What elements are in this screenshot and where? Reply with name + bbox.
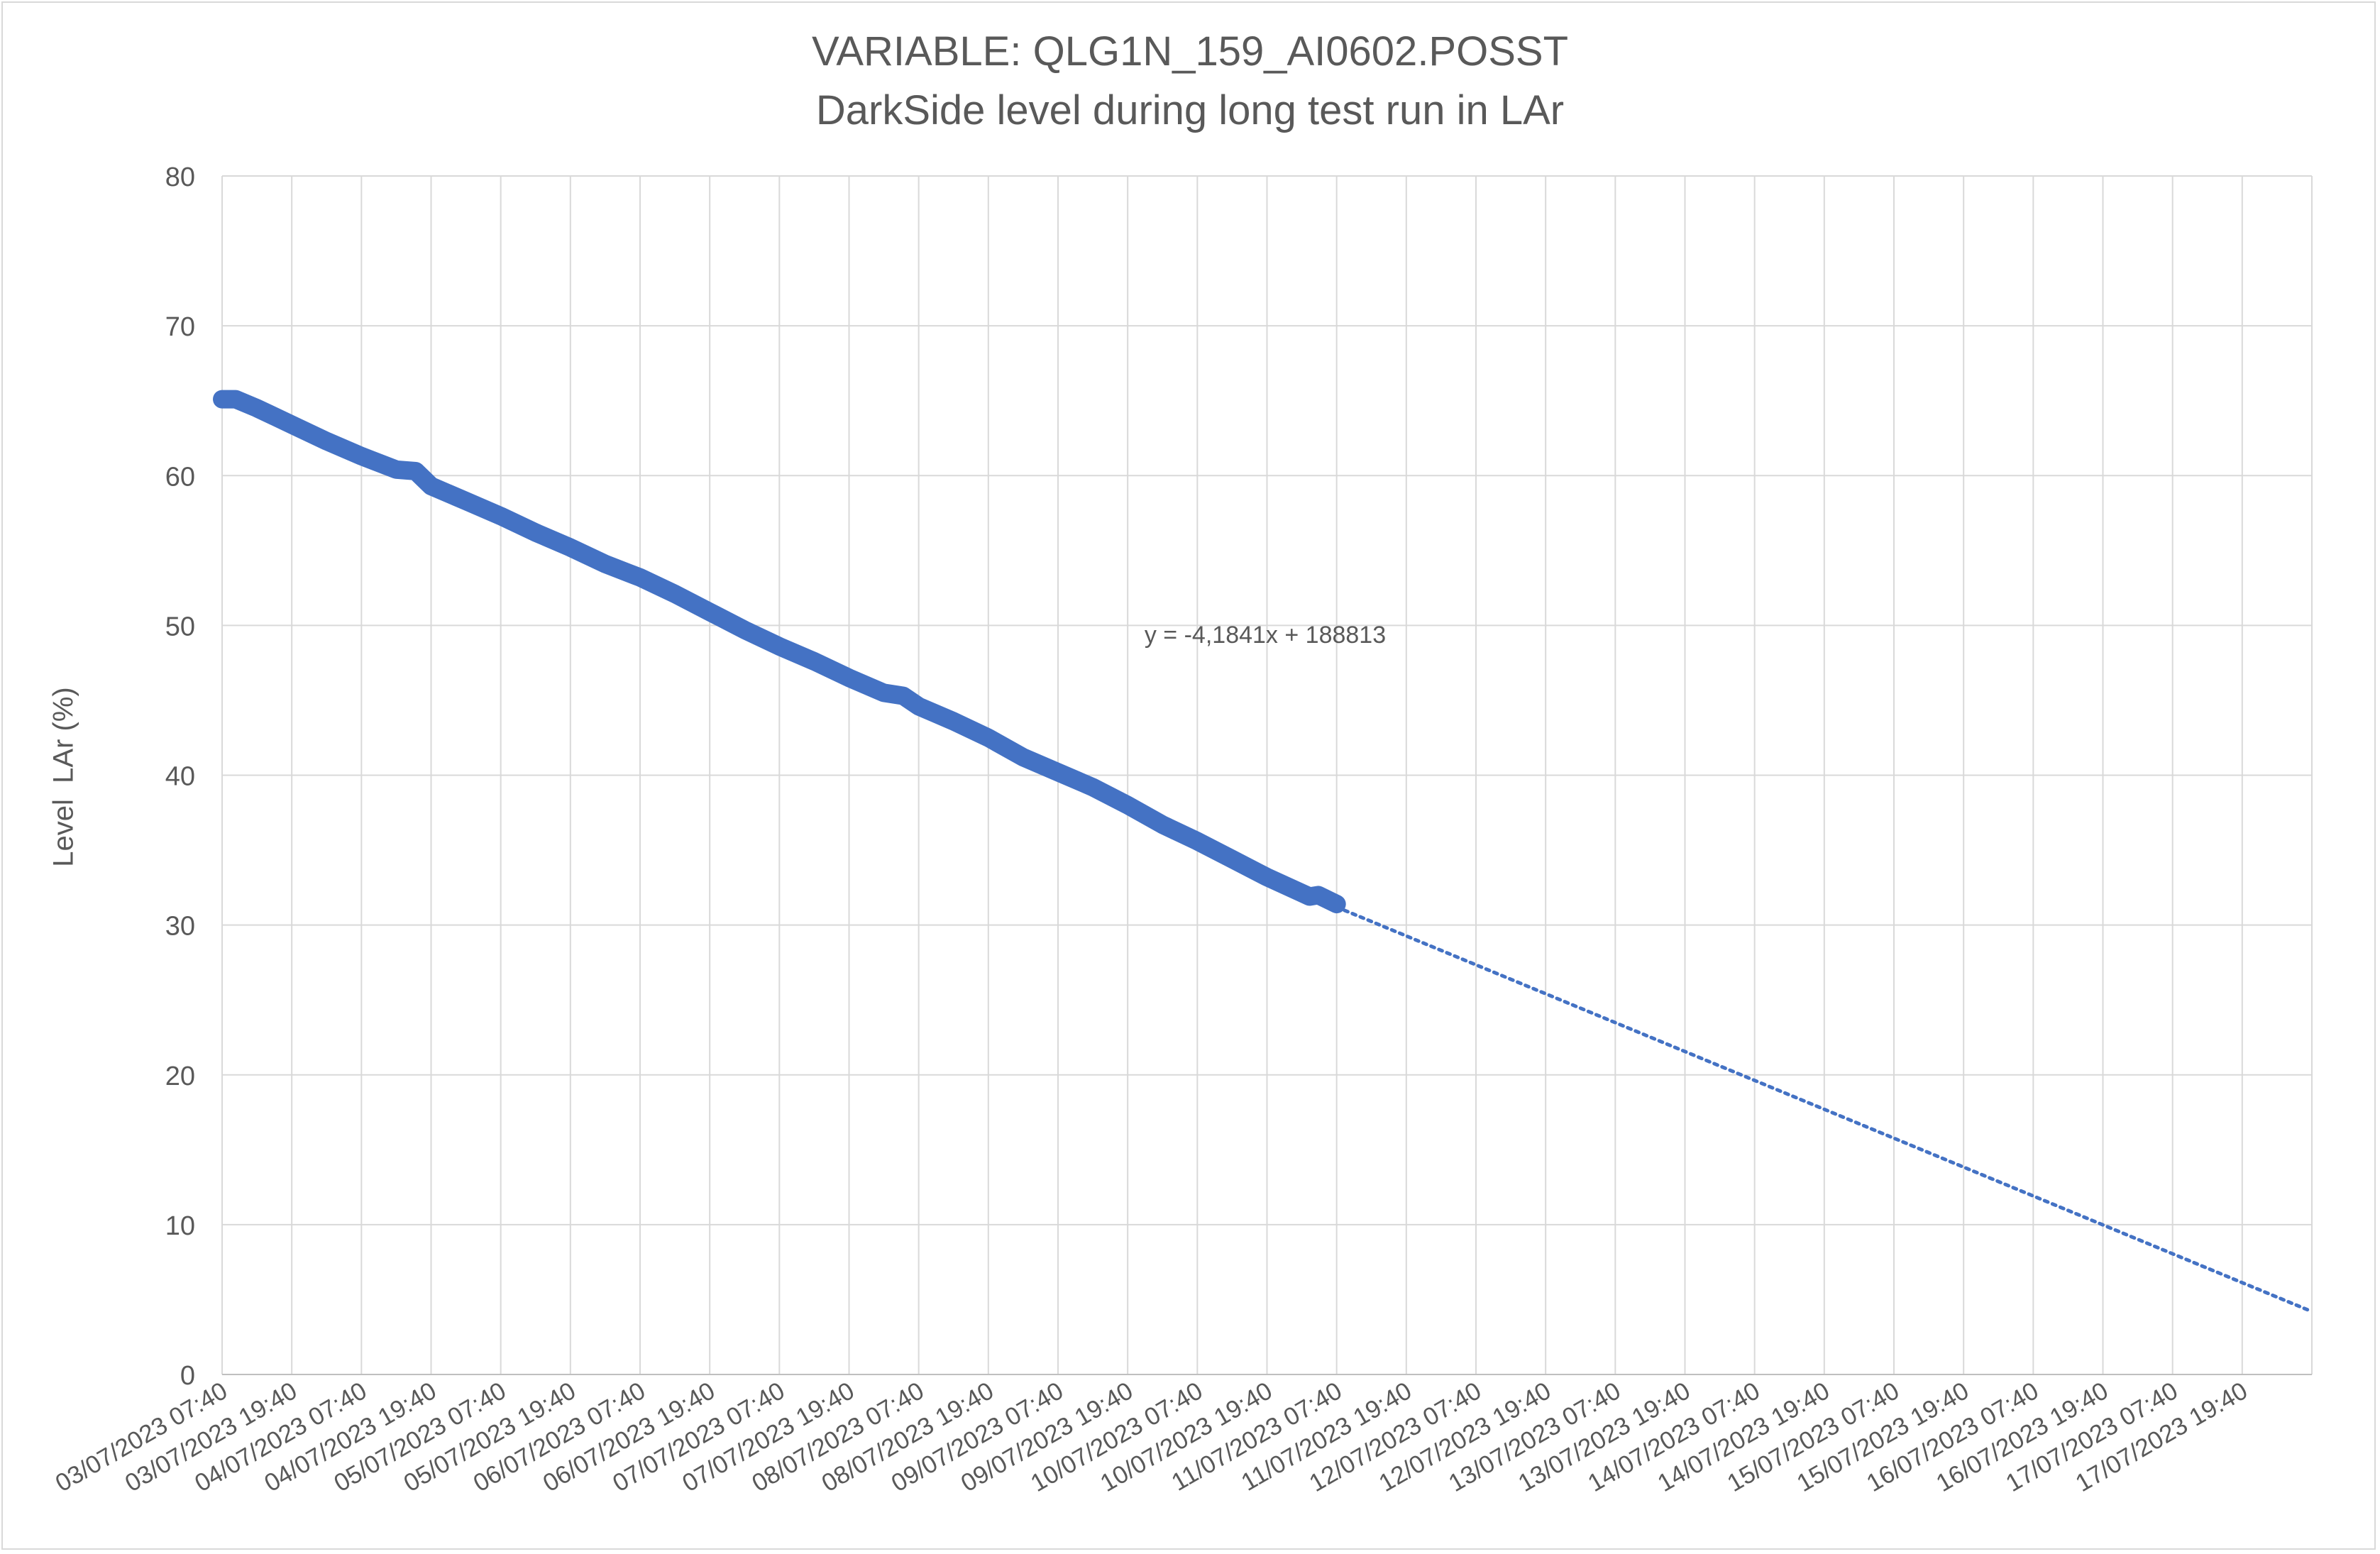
grid: [222, 175, 2313, 1374]
series: [213, 390, 2314, 1313]
data-series-line: [213, 390, 1346, 914]
chart-subtitle: DarkSide level during long test run in L…: [815, 87, 1565, 133]
y-tick-label: 80: [165, 162, 195, 192]
trendline: [1335, 905, 2314, 1313]
y-tick-label: 60: [165, 462, 195, 492]
trendline-equation: y = -4,1841x + 188813: [1145, 622, 1386, 649]
y-tick-label: 30: [165, 912, 195, 942]
y-tick-label: 20: [165, 1062, 195, 1091]
y-tick-label: 40: [165, 762, 195, 792]
y-tick-label: 70: [165, 312, 195, 342]
y-tick-label: 0: [180, 1361, 195, 1391]
chart-title: VARIABLE: QLG1N_159_AI0602.POSST: [811, 28, 1569, 75]
y-tick-label: 50: [165, 612, 195, 641]
y-tick-label: 10: [165, 1211, 195, 1241]
axes: [221, 176, 2312, 1375]
